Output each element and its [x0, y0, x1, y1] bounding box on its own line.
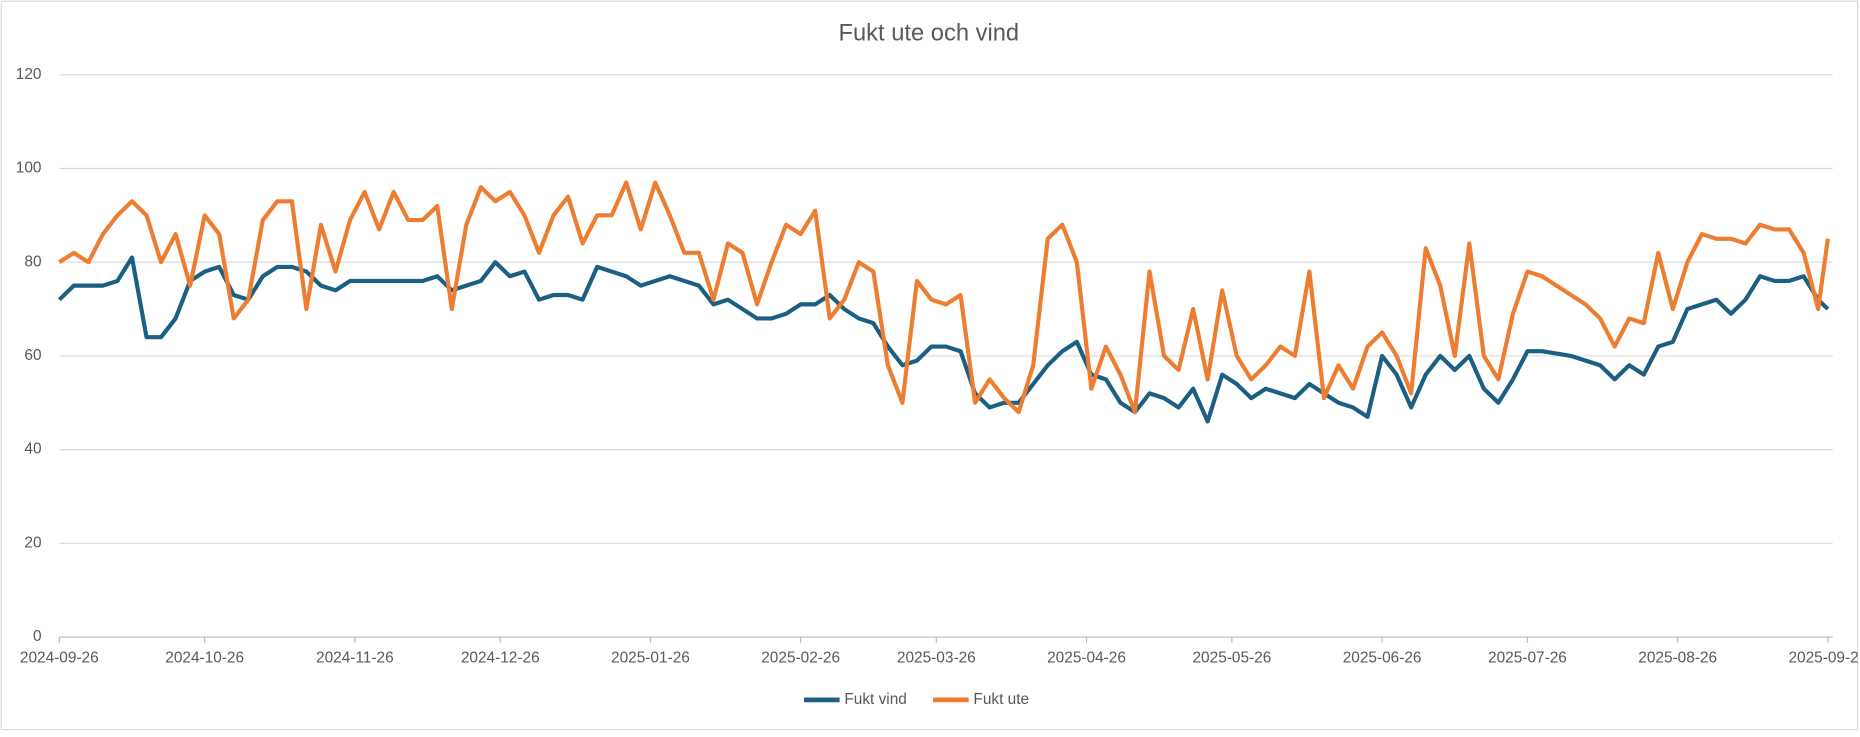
- y-tick-label: 20: [24, 534, 41, 551]
- x-tick-label: 2025-08-26: [1638, 649, 1717, 666]
- x-tick-label: 2024-12-26: [461, 649, 540, 666]
- y-tick-label: 40: [24, 441, 41, 458]
- x-tick-label: 2025-06-26: [1343, 649, 1422, 666]
- x-tick-label: 2025-03-26: [897, 649, 976, 666]
- y-tick-label: 80: [24, 253, 41, 270]
- x-tick-label: 2025-09-26: [1788, 649, 1860, 666]
- x-tick-label: 2025-04-26: [1047, 649, 1126, 666]
- y-tick-label: 120: [16, 66, 42, 83]
- x-tick-label: 2024-09-26: [20, 649, 99, 666]
- legend-label: Fukt vind: [844, 691, 907, 708]
- legend-label: Fukt ute: [973, 691, 1029, 708]
- x-tick-label: 2025-05-26: [1192, 649, 1271, 666]
- x-tick-label: 2024-11-26: [316, 649, 394, 666]
- chart-title: Fukt ute och vind: [839, 21, 1020, 47]
- plot-area: 0 20 40 60 80 100 120 2024-09-26 2024-10-26 2024-…: [16, 66, 1860, 667]
- x-tick-label: 2025-07-26: [1488, 649, 1567, 666]
- x-tick-label: 2025-01-26: [611, 649, 690, 666]
- y-tick-label: 0: [33, 628, 42, 645]
- y-tick-label: 60: [24, 347, 41, 364]
- x-tick-label: 2025-02-26: [761, 649, 840, 666]
- y-tick-label: 100: [16, 160, 42, 177]
- line-series: [57, 255, 1830, 424]
- x-tick-label: 2024-10-26: [165, 649, 244, 666]
- line-series: [58, 180, 1830, 415]
